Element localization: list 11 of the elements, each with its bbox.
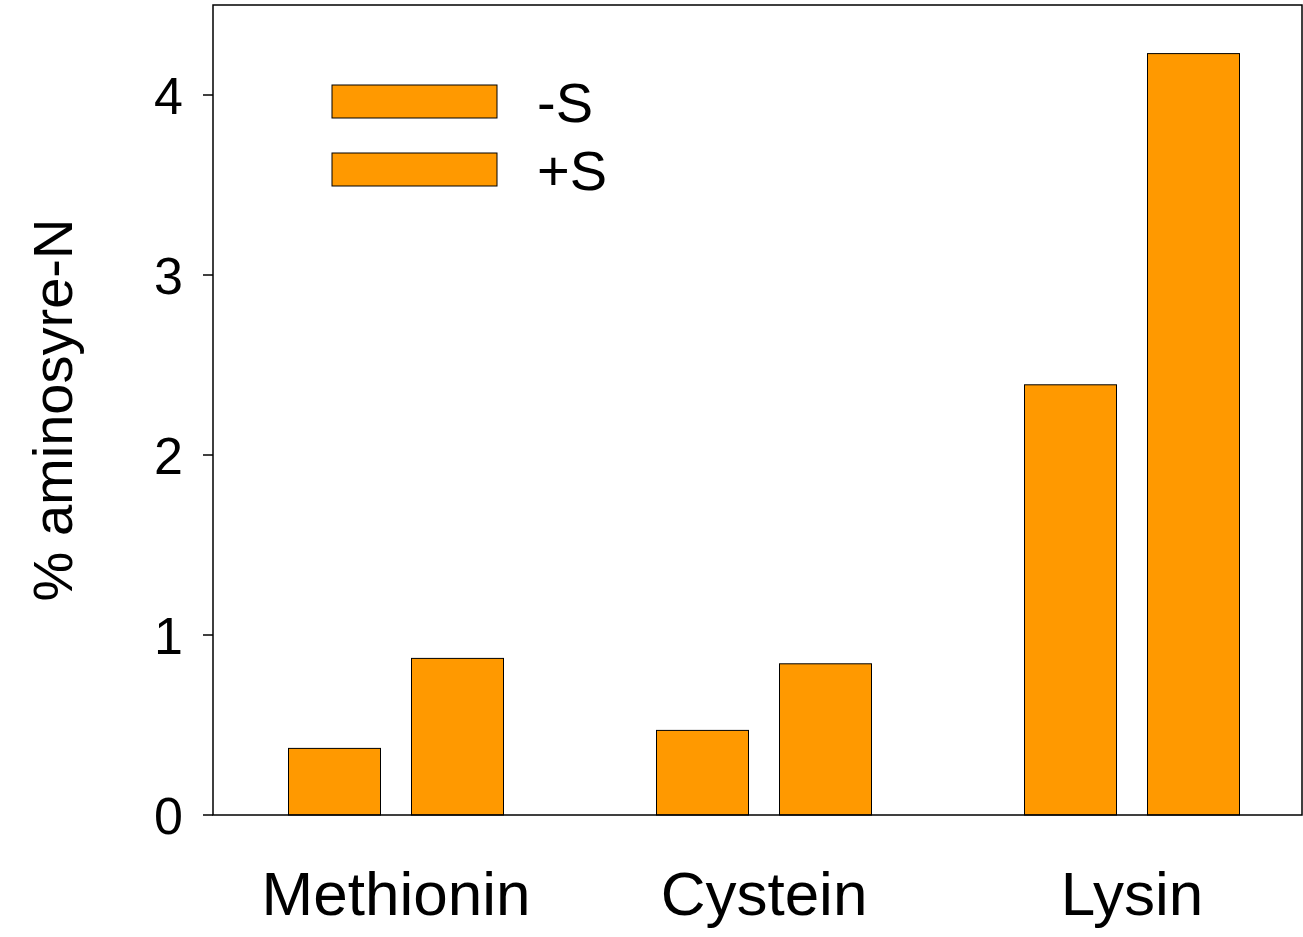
y-tick-label: 4: [154, 66, 183, 125]
legend-label: -S: [537, 71, 593, 135]
y-tick-label: 1: [154, 606, 183, 665]
x-tick-label: Cystein: [660, 859, 868, 928]
x-tick-label: Lysin: [1060, 859, 1204, 928]
legend-label: +S: [537, 139, 608, 203]
x-tick-label: Methionin: [261, 859, 531, 928]
y-tick-label: 2: [154, 426, 183, 485]
y-tick-label: 3: [154, 246, 183, 305]
y-tick-label: 0: [154, 786, 183, 845]
y-axis-title: % aminosyre-N: [21, 218, 84, 602]
